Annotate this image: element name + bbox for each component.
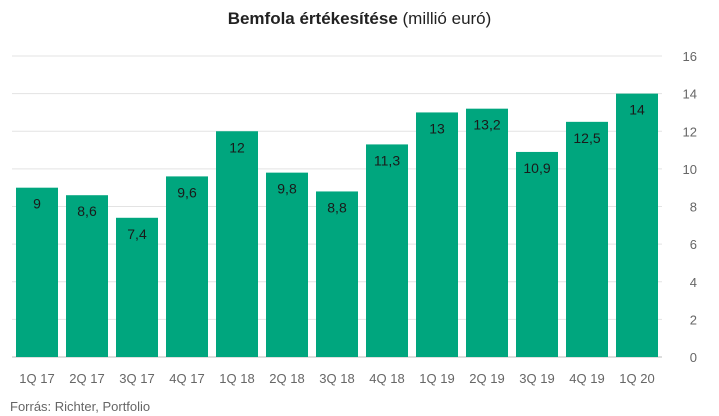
bar-value-label: 13,2 (473, 117, 500, 133)
bar-value-label: 14 (629, 102, 645, 118)
chart-title-unit: (millió euró) (397, 9, 492, 28)
bar (266, 172, 308, 357)
bar-value-label: 7,4 (127, 226, 147, 242)
x-tick-label: 4Q 17 (169, 371, 204, 386)
x-tick-label: 3Q 17 (119, 371, 154, 386)
bar-value-label: 10,9 (523, 160, 550, 176)
bar (166, 176, 208, 357)
bar (116, 217, 158, 357)
x-tick-label: 1Q 18 (219, 371, 254, 386)
y-tick-label: 16 (683, 49, 697, 64)
chart-title: Bemfola értékesítése (millió euró) (0, 9, 719, 29)
bar (366, 144, 408, 357)
bar-value-label: 8,6 (77, 203, 97, 219)
source-note: Forrás: Richter, Portfolio (10, 399, 151, 414)
bar-value-label: 11,3 (374, 152, 400, 168)
bar-value-label: 13 (429, 120, 445, 136)
bar-value-label: 12,5 (573, 130, 600, 146)
bar (416, 112, 458, 357)
x-tick-label: 4Q 19 (569, 371, 604, 386)
x-tick-label: 1Q 17 (19, 371, 54, 386)
bars: 9 8,6 7,4 9,6 12 9,8 8,8 11,3 13 13,2 10,9 12,5 14 (16, 93, 658, 357)
y-tick-label: 2 (690, 312, 697, 327)
bar (66, 195, 108, 357)
bar (16, 187, 58, 357)
bar-value-label: 9 (33, 196, 41, 212)
x-tick-label: 3Q 18 (319, 371, 354, 386)
y-tick-label: 4 (690, 275, 697, 290)
bar (316, 191, 358, 357)
bar (516, 151, 558, 357)
x-tick-label: 1Q 20 (619, 371, 654, 386)
bar-value-label: 8,8 (327, 199, 347, 215)
x-tick-label: 4Q 18 (369, 371, 404, 386)
chart-title-main: Bemfola értékesítése (227, 9, 398, 28)
x-tick-label: 2Q 19 (469, 371, 504, 386)
y-tick-label: 8 (690, 200, 697, 215)
bar (466, 108, 508, 357)
x-tick-label: 2Q 17 (69, 371, 104, 386)
bar (616, 93, 658, 357)
x-tick-label: 2Q 18 (269, 371, 304, 386)
y-tick-label: 14 (683, 87, 697, 102)
bar (566, 121, 608, 357)
x-tick-label: 3Q 19 (519, 371, 554, 386)
y-tick-label: 0 (690, 350, 697, 365)
x-tick-label: 1Q 19 (419, 371, 454, 386)
bar (216, 131, 258, 357)
bar-value-label: 9,6 (177, 184, 197, 200)
y-tick-label: 12 (683, 124, 697, 139)
bar-value-label: 9,8 (277, 181, 297, 197)
y-axis-ticks: 0 2 4 6 8 10 12 14 16 (683, 49, 697, 365)
x-axis-ticks: 1Q 17 2Q 17 3Q 17 4Q 17 1Q 18 2Q 18 3Q 18 4Q 18… (19, 371, 654, 386)
y-tick-label: 10 (683, 162, 697, 177)
bar-value-label: 12 (229, 139, 245, 155)
y-tick-label: 6 (690, 237, 697, 252)
